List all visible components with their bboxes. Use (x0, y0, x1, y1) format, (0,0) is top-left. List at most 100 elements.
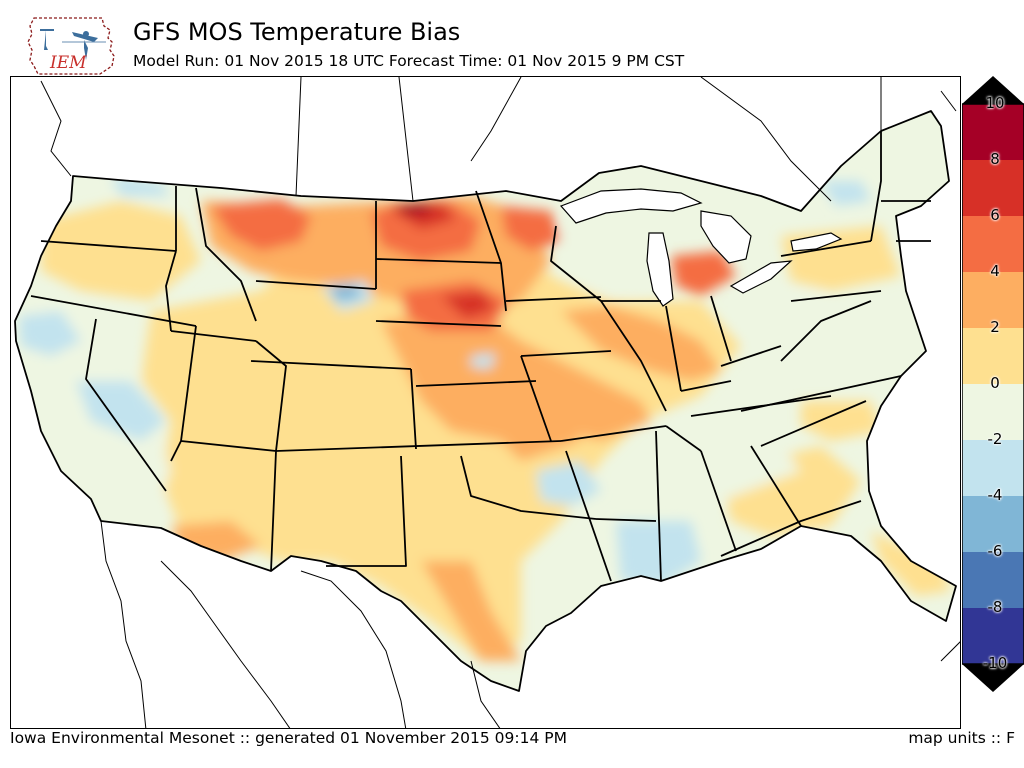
colorbar-label-neg2: -2 (987, 430, 1003, 448)
boundary-va-nc (740, 375, 902, 412)
iem-logo: IEM (26, 12, 122, 76)
colorbar-label-8: 8 (990, 150, 1000, 168)
map-title: GFS MOS Temperature Bias (133, 18, 461, 46)
boundary-ny-vt (870, 131, 882, 242)
lake-huron (700, 210, 752, 264)
bias-2-to-4-midwest (561, 306, 721, 381)
boundary-co-ks (410, 368, 417, 450)
boundary-ga-sc (750, 445, 802, 527)
bias-4-to-6-michigan (671, 251, 736, 296)
boundary-ok-tx (460, 455, 597, 520)
boundary-id-mt (195, 187, 257, 322)
boundary-nd-sd (375, 258, 502, 264)
map-panel (10, 76, 961, 729)
boundary-mn-ia (505, 296, 602, 302)
bias-0-to-2-northwest (41, 201, 201, 301)
bias-neg2-to-0-southeast (661, 421, 801, 501)
boundary-il-mo (600, 300, 667, 412)
colorbar-bin (962, 440, 1024, 496)
bias-neg6-to-neg4-wyoming (331, 285, 361, 301)
bias-neg4-to-neg2-louisiana (616, 521, 701, 586)
colorbar-bin (962, 384, 1024, 440)
boundary-nc-sc (760, 400, 867, 447)
colorbar-bins (962, 104, 1024, 664)
canada-coast (40, 77, 957, 202)
colorbar-bin (962, 608, 1024, 664)
bias-2-to-4-kansas-east (481, 411, 581, 461)
bias-6-to-8-nebraska (441, 291, 496, 319)
boundary-ar-ms (595, 518, 657, 522)
bias-0-to-2-carolinas (801, 401, 881, 441)
boundary-ar-tn (560, 425, 667, 442)
boundary-al-ga (700, 450, 737, 552)
boundary-ia-mo (520, 350, 612, 357)
boundary-ks-mo (520, 355, 552, 442)
mexico-coast (100, 520, 501, 728)
boundary-mn-wi (550, 225, 602, 302)
boundary-ne-ks (415, 380, 537, 387)
bias-8-to-10-northdakota (396, 201, 431, 215)
bias-2-to-4-texas (421, 561, 521, 661)
boundary-dakotas-mn (475, 190, 507, 312)
state-boundaries (14, 110, 957, 692)
colorbar-label-2: 2 (990, 318, 1000, 336)
colorbar-label-0: 0 (990, 374, 1000, 392)
colorbar-bin (962, 496, 1024, 552)
logo-text: IEM (49, 53, 87, 73)
bahamas-coast (940, 641, 960, 662)
boundary-nv-az (170, 440, 182, 462)
bias-4-to-6-minnesota (501, 206, 561, 251)
boundary-ca-nv (85, 318, 167, 492)
lake-superior (559, 188, 703, 224)
colorbar-bin (962, 216, 1024, 272)
bias-0-to-2-florida (871, 531, 951, 596)
colorbar-label-neg10: -10 (982, 654, 1008, 672)
bias-neg4-to-neg2-oklahoma (536, 461, 601, 506)
colorbar-label-neg4: -4 (987, 486, 1003, 504)
footer-credit: Iowa Environmental Mesonet :: generated … (10, 729, 567, 747)
boundary-pa-md (790, 290, 882, 302)
boundary-in-oh (710, 295, 732, 362)
bias-neg2-to-0-great-lakes (561, 211, 661, 291)
colorbar-bin (962, 104, 1024, 160)
lake-ontario (790, 232, 843, 252)
colorbar-top-arrow (962, 76, 1024, 104)
boundary-ar-la (565, 450, 612, 582)
boundary-wa-or (40, 240, 177, 252)
map-subtitle: Model Run: 01 Nov 2015 18 UTC Forecast T… (133, 52, 685, 70)
bias-neg4-to-neg2-washington (111, 176, 171, 196)
boundary-tn-ms (665, 425, 702, 452)
colorbar-bin (962, 552, 1024, 608)
boundary-wy-co (250, 360, 412, 370)
boundary-id-wy-ut (170, 330, 257, 342)
boundary-pa-ny (780, 240, 872, 257)
footer-units: map units :: F (908, 729, 1015, 747)
bias-field (15, 111, 956, 691)
colorbar-bin (962, 328, 1024, 384)
colorbar-label-6: 6 (990, 206, 1000, 224)
bias-2-to-4-plains (381, 311, 651, 441)
boundary-ms-al (655, 430, 662, 582)
lake-erie (729, 260, 793, 294)
boundary-wv-va (780, 300, 872, 362)
colorbar-bottom-arrow (962, 664, 1024, 692)
colorbar-label-4: 4 (990, 262, 1000, 280)
colorbar-bin (962, 272, 1024, 328)
international-coastlines (40, 77, 960, 728)
colorbar (961, 76, 1024, 692)
boundary-or-id (165, 250, 177, 332)
great-lakes (559, 188, 843, 307)
boundary-or-ca-nv (30, 295, 197, 327)
bias-neg4-to-neg2-oregon-coast (19, 311, 81, 356)
colorbar-label-10: 10 (985, 94, 1005, 112)
boundary-ut-co (255, 340, 287, 452)
boundary-nm-tx (326, 455, 407, 567)
boundary-sd-ne (375, 320, 502, 327)
lake-michigan (646, 232, 674, 307)
bias-4-to-6-montana (211, 199, 311, 251)
bias-neg2-to-0-ohio-valley (741, 291, 861, 371)
boundary-il-in (665, 305, 682, 392)
bias-neg4-to-neg2-new-york (821, 181, 871, 206)
boundary-new-england (881, 200, 931, 242)
boundary-ga-fl (720, 500, 862, 557)
